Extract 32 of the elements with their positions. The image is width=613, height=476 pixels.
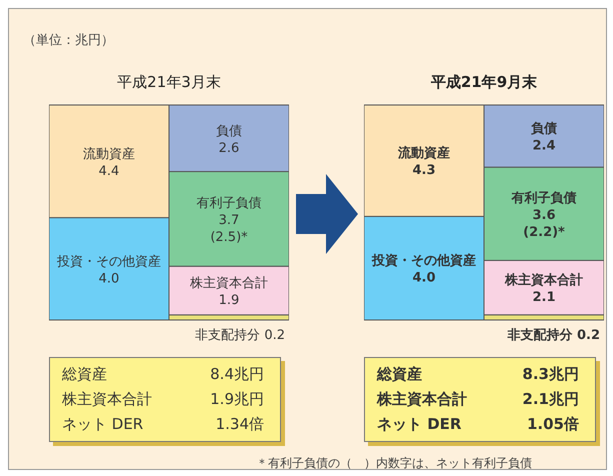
data-label: 2.6 (218, 140, 240, 156)
text: 非支配持分 0.2 (507, 328, 600, 343)
series-label: 株主資本合計 (189, 275, 268, 292)
series-label: 投資・その他資産 (56, 253, 161, 270)
text: （単位：兆円） (23, 32, 114, 49)
series-label: 株主資本合計 (504, 272, 583, 288)
series-label: 負債 (531, 122, 557, 137)
text: ネット DER 1.34倍 (62, 415, 264, 433)
data-label: 2.1 (532, 290, 556, 306)
data-label: 4.4 (98, 164, 120, 179)
data-label: 4.0 (412, 270, 436, 286)
series-label: 投資・その他資産 (371, 252, 476, 269)
chart-title: 平成21年3月末 (116, 73, 222, 92)
data-label: 4.0 (98, 271, 120, 286)
text: 総資産 8.4兆円 (62, 365, 264, 383)
text: ネット DER 1.05倍 (377, 415, 579, 433)
data-label: 3.7 (2.5)* (210, 212, 248, 245)
series-label: 有利子負債 (196, 196, 262, 211)
text: 株主資本合計 2.1兆円 (377, 390, 579, 408)
text: 非支配持分 0.2 (195, 328, 285, 343)
chart-title: 平成21年9月末 (430, 73, 538, 92)
text: 総資産 8.3兆円 (377, 365, 579, 383)
series-label: 有利子負債 (510, 190, 576, 206)
series-label: 流動資産 (83, 146, 135, 162)
data-label: 2.4 (532, 138, 556, 154)
data-label: 1.9 (218, 293, 240, 308)
text: 株主資本合計 1.9兆円 (62, 390, 264, 408)
series-label: 負債 (216, 124, 242, 139)
text: ＊有利子負債の（ ）内数字は、ネット有利子負債 (255, 455, 533, 471)
series-label: 流動資産 (397, 145, 450, 162)
data-label: 4.3 (412, 163, 436, 178)
data-label: 3.6 (2.2)* (523, 208, 566, 240)
